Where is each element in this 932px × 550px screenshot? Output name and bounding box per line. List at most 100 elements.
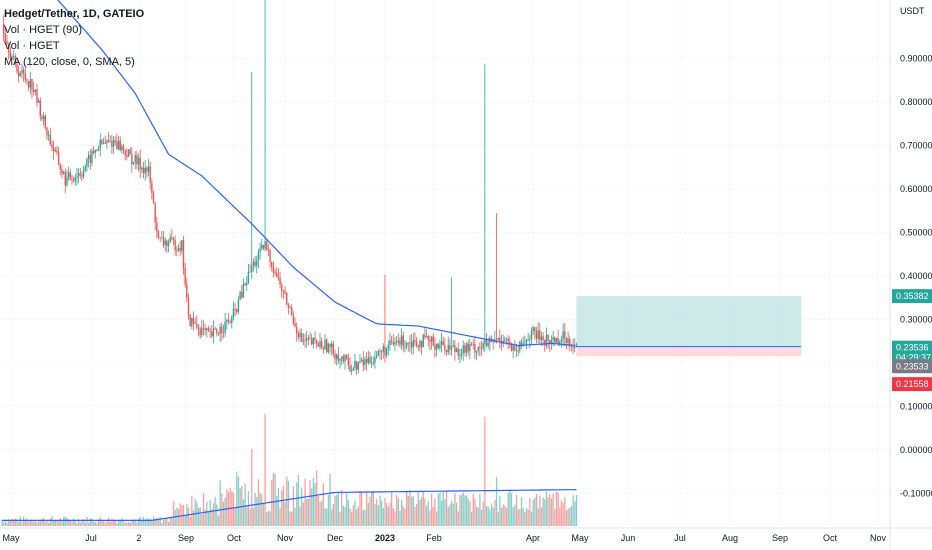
volume-bar <box>234 508 236 526</box>
volume-bar <box>331 509 333 526</box>
ma-polyline <box>57 0 575 347</box>
x-tick-label: 2 <box>136 533 141 543</box>
candle-body <box>387 345 389 349</box>
volume-bar <box>465 495 468 526</box>
candle-body <box>181 240 183 251</box>
volume-bar <box>84 522 86 526</box>
candle-body <box>162 237 165 245</box>
candle-body <box>239 292 241 300</box>
candle-body <box>562 331 564 340</box>
candle-body <box>137 157 140 165</box>
volume-bar <box>374 504 376 526</box>
time-axis[interactable]: May Jul 2 Sep Oct Nov Dec 2023 Feb Apr May Jun Jul Au… <box>0 527 932 543</box>
volume-bar <box>74 521 76 526</box>
candle-body <box>131 153 133 165</box>
x-tick-label: Jul <box>85 533 97 543</box>
candle-body <box>410 342 413 348</box>
candle-body <box>529 339 531 341</box>
candle-body <box>4 34 7 42</box>
candle-body <box>517 350 519 352</box>
candle-body <box>267 250 270 252</box>
volume-bar <box>104 522 106 526</box>
volume-bar <box>184 516 186 526</box>
candle-body <box>324 339 326 350</box>
candle-body <box>532 327 534 332</box>
candle-body <box>542 336 544 341</box>
candle-body <box>354 360 356 369</box>
volume-bar <box>151 520 153 526</box>
volume-bar <box>321 500 323 526</box>
volume-bar <box>336 495 338 526</box>
candle-body <box>317 344 320 347</box>
volume-bar <box>29 520 32 526</box>
volume-bar <box>16 519 18 526</box>
candle-body <box>564 331 566 339</box>
price-axis[interactable]: USDT 0.90000 0.80000 0.70000 0.60000 0.50000 0… <box>889 0 932 550</box>
candle-body <box>36 89 38 103</box>
volume-bar <box>252 507 255 526</box>
candle-body <box>114 140 116 143</box>
legend-ma[interactable]: MA (120, close, 0, SMA, 5) <box>4 56 135 68</box>
volume-bar <box>417 491 419 526</box>
volume-bar <box>271 479 273 526</box>
volume-bar <box>394 511 396 526</box>
volume-bar <box>86 516 88 526</box>
volume-bar <box>87 523 90 526</box>
candle-body <box>29 79 32 88</box>
candle-body <box>259 248 261 252</box>
volume-bar <box>19 516 22 526</box>
candle-body <box>47 134 50 136</box>
candle-body <box>339 358 341 361</box>
legend-symbol[interactable]: Hedget/Tether, 1D, GATEIO <box>4 8 145 20</box>
candle-body <box>424 334 426 338</box>
candle-body <box>482 343 484 349</box>
volume-bar <box>479 493 481 526</box>
volume-bar <box>219 480 221 526</box>
volume-bar <box>322 483 325 526</box>
volume-bar <box>404 508 406 526</box>
ma-value-label: 0.23533 <box>896 361 929 371</box>
candle-body <box>111 141 113 147</box>
volume-bar <box>102 521 105 526</box>
volume-bar <box>574 501 576 526</box>
volume-bar <box>324 508 326 526</box>
volume-bar <box>54 520 56 526</box>
volume-bar <box>425 506 428 526</box>
candle-body <box>449 344 451 350</box>
candle-body <box>352 368 355 371</box>
long-position-tool[interactable] <box>576 296 802 357</box>
volume-bar <box>3 522 5 526</box>
volume-bar <box>429 510 431 526</box>
volume-bar <box>572 495 574 526</box>
volume-bar <box>134 519 136 526</box>
candle-body <box>379 351 381 352</box>
candle-body <box>365 359 368 363</box>
candle-body <box>194 323 196 324</box>
candle-body <box>182 240 185 268</box>
candle-body <box>407 342 409 344</box>
y-tick-label: 0.10000 <box>900 402 932 412</box>
volume-bar <box>567 508 569 526</box>
candle-body <box>572 346 574 349</box>
candle-body <box>147 166 150 172</box>
candle-body <box>101 139 103 145</box>
candle-body <box>495 339 498 341</box>
volume-bar <box>34 520 36 526</box>
candle-body <box>167 242 170 246</box>
legend-volume-90[interactable]: Vol · HGET (90) <box>4 24 83 36</box>
x-tick-label: Feb <box>426 533 442 543</box>
candle-body <box>9 51 12 58</box>
candle-body <box>294 323 296 327</box>
candle-body <box>547 334 549 341</box>
volume-bar <box>121 518 123 526</box>
candle-body <box>355 360 358 370</box>
legend-volume[interactable]: Vol · HGET <box>4 40 60 52</box>
candle-body <box>79 173 81 176</box>
candle-body <box>141 167 143 170</box>
candle-body <box>544 340 546 346</box>
candle-body <box>427 336 429 340</box>
volume-bar <box>282 485 285 526</box>
candle-body <box>189 314 191 327</box>
